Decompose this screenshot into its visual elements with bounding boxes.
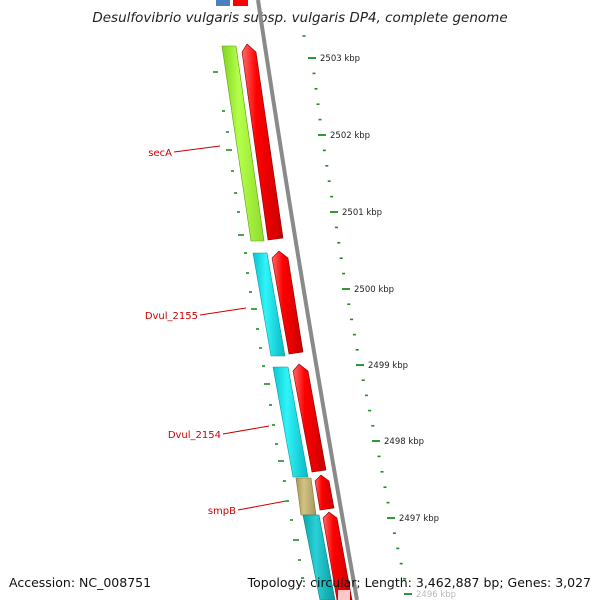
gene-label-smpB: smpB [208, 506, 236, 517]
kbp-label-2499: 2499 kbp [368, 361, 408, 371]
gene-blocks[interactable] [221, 45, 350, 600]
gene-label-Dvul_2155: Dvul_2155 [145, 311, 198, 322]
gene-label-lines [173, 145, 287, 511]
map-title: Desulfovibrio vulgaris subsp. vulgaris D… [92, 10, 508, 26]
genome-backbone [256, 0, 359, 600]
kbp-label-2497: 2497 kbp [399, 514, 439, 524]
gene-block-secA [221, 45, 265, 242]
gene-label-secA: secA [148, 148, 172, 159]
kbp-label-2500: 2500 kbp [354, 285, 394, 295]
red-feature-4 [314, 474, 335, 511]
kbp-labels: 2503 kbp 2502 kbp 2501 kbp 2500 kbp 2499… [320, 54, 456, 600]
gene-block-Dvul_2154 [272, 366, 309, 478]
red-feature-1 [241, 43, 284, 241]
red-feature-3 [292, 363, 327, 473]
kbp-label-2498: 2498 kbp [384, 437, 424, 447]
red-feature-5 [322, 511, 353, 600]
red-strand-features[interactable] [241, 43, 353, 600]
gene-block-next [302, 514, 336, 600]
gene-label-Dvul_2154: Dvul_2154 [168, 430, 221, 441]
gene-block-smpB [295, 477, 317, 516]
kbp-label-2496: 2496 kbp [416, 590, 456, 600]
genome-stats-label: Topology: circular; Length: 3,462,887 bp… [247, 575, 591, 590]
kbp-label-2503: 2503 kbp [320, 54, 360, 64]
gene-labels[interactable]: secA Dvul_2155 Dvul_2154 smpB [145, 148, 236, 517]
red-feature-2 [271, 250, 304, 355]
pink-partial-feature [338, 590, 350, 600]
left-ticks [213, 71, 304, 579]
right-scale-dots [302, 35, 407, 580]
accession-label: Accession: NC_008751 [9, 575, 152, 590]
kbp-label-2502: 2502 kbp [330, 131, 370, 141]
top-partial-features [216, 0, 248, 6]
kbp-label-2501: 2501 kbp [342, 208, 382, 218]
gene-block-Dvul_2155 [252, 252, 286, 357]
kbp-tick-marks [308, 57, 412, 595]
